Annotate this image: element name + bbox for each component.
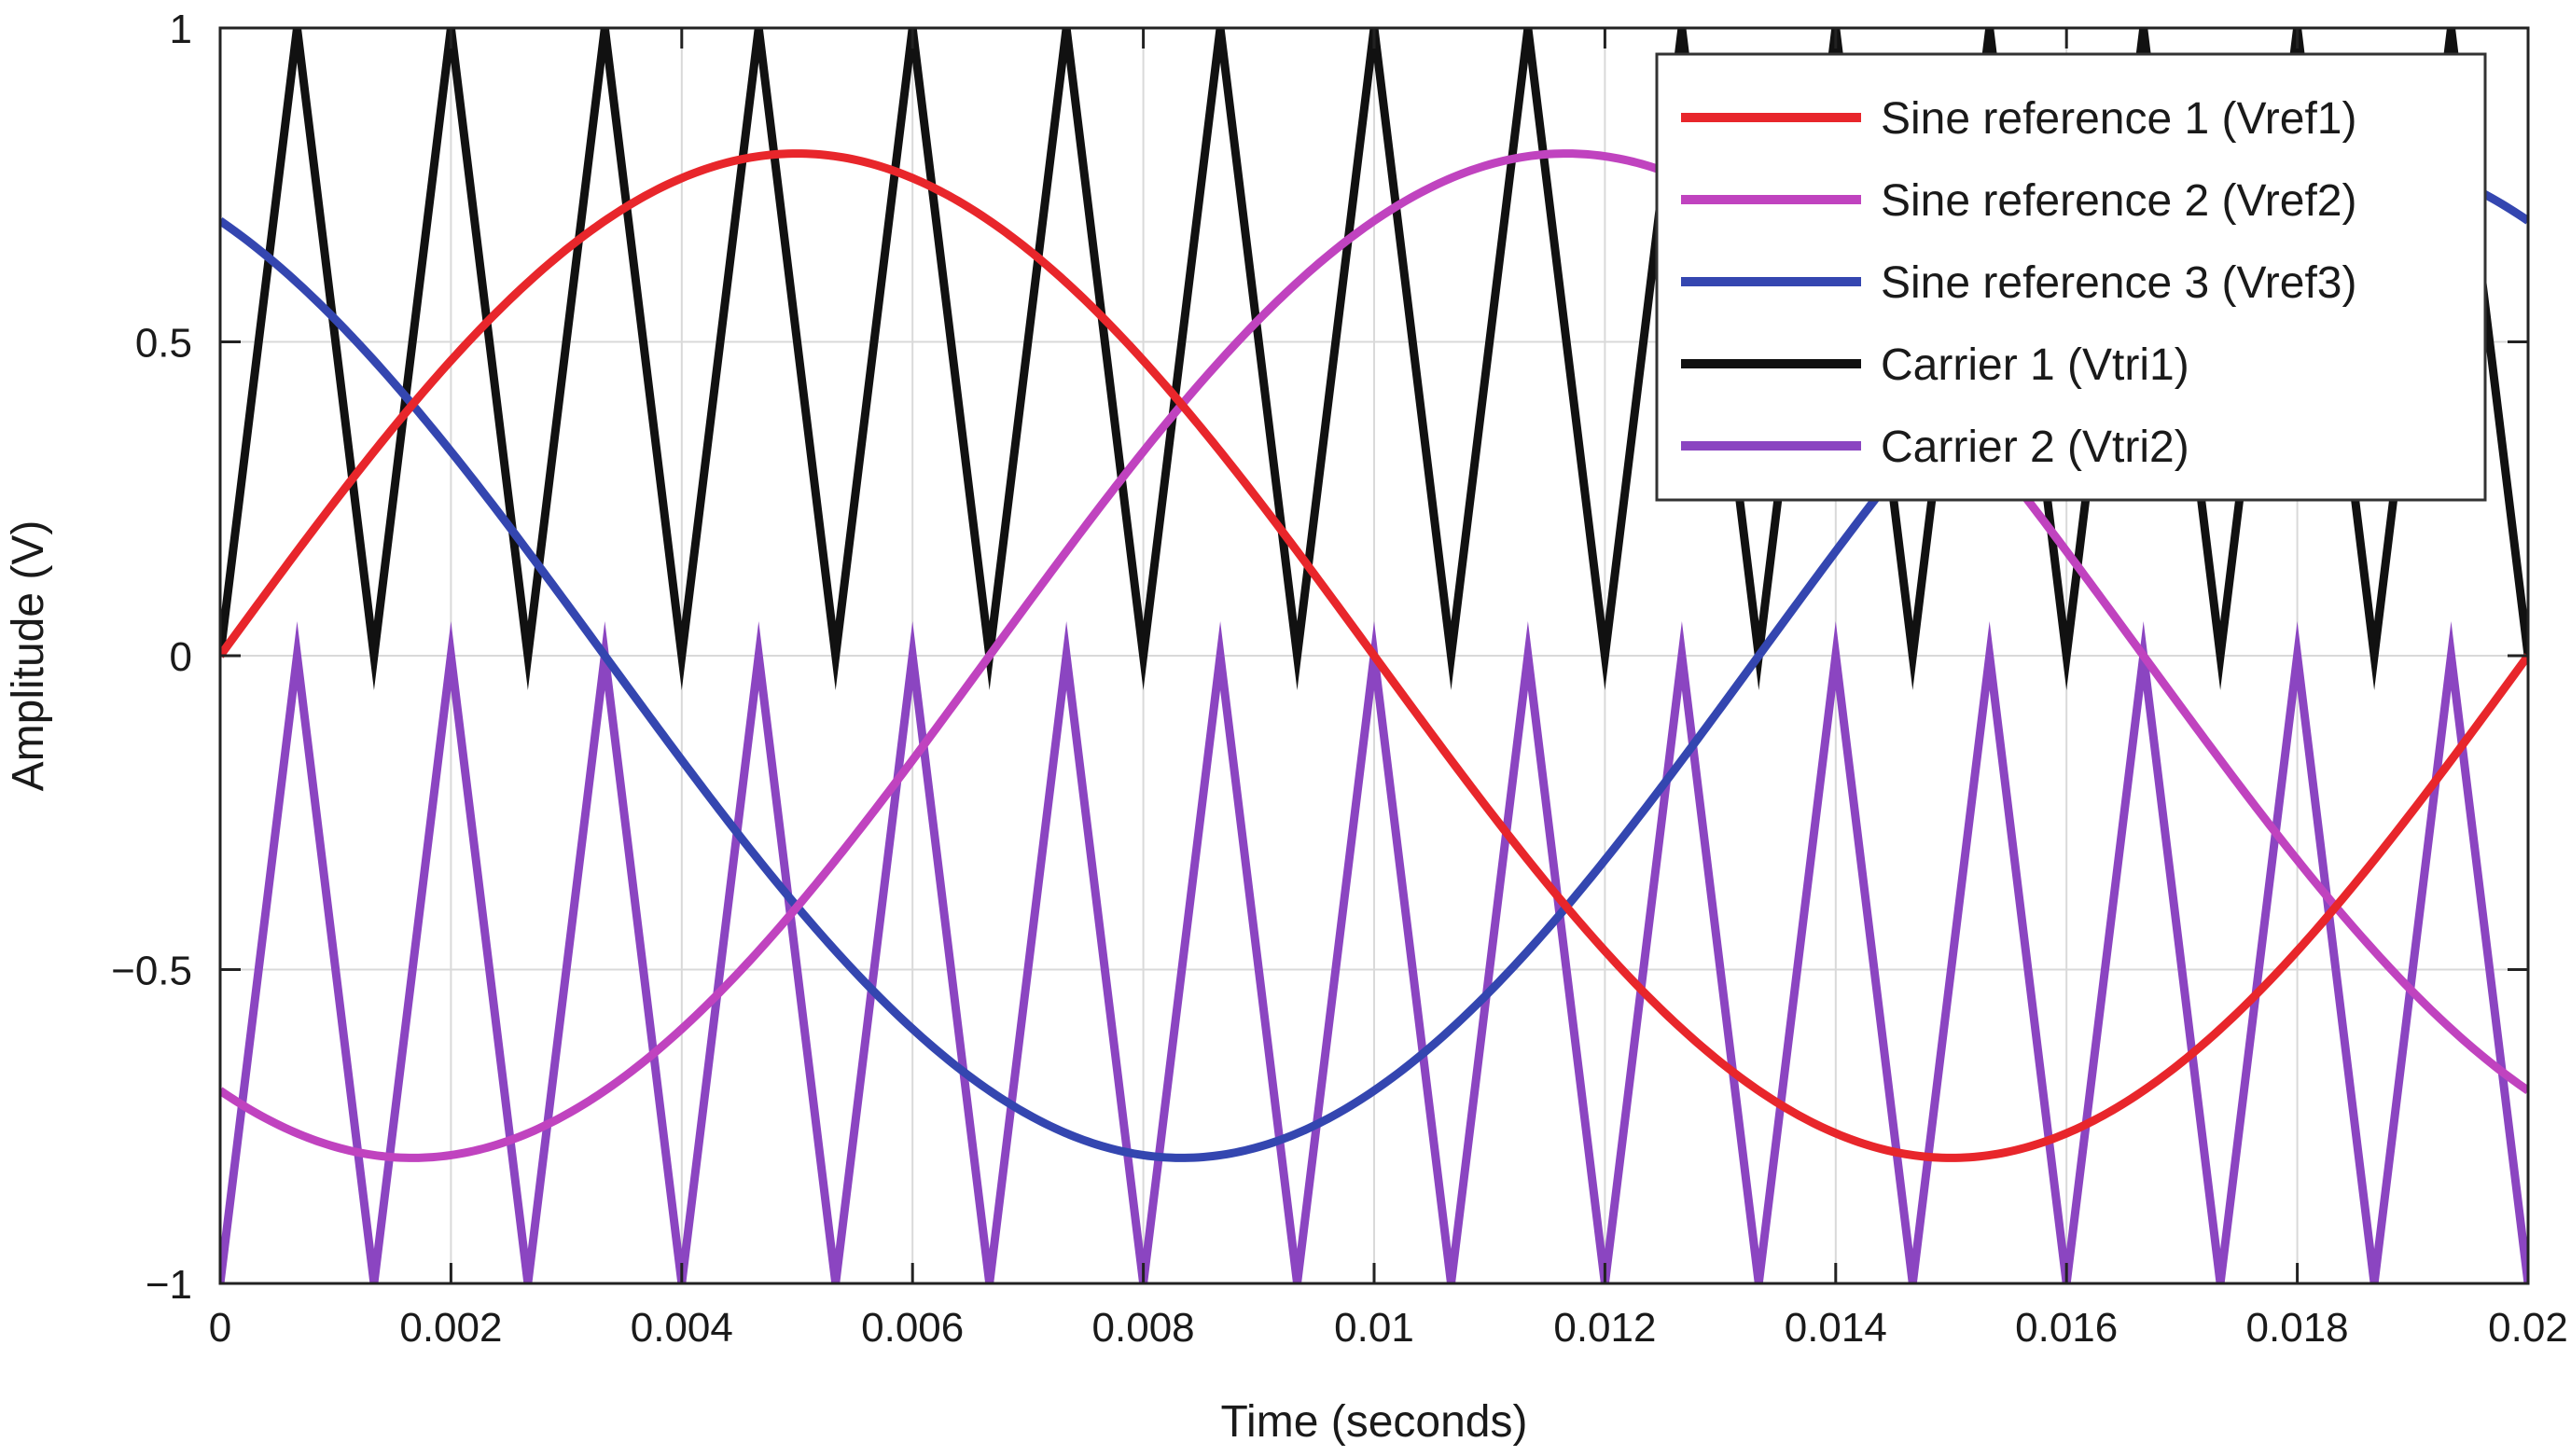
x-tick-label: 0.018 bbox=[2246, 1305, 2349, 1351]
legend-label: Carrier 2 (Vtri2) bbox=[1881, 423, 2189, 472]
y-tick-label: 1 bbox=[170, 7, 192, 52]
y-axis-title: Amplitude (V) bbox=[4, 520, 53, 792]
series-line-sine-reference-1-vref1 bbox=[220, 149, 2528, 1162]
x-axis-title: Time (seconds) bbox=[1221, 1397, 1528, 1447]
y-tick-label: 0 bbox=[170, 634, 192, 680]
y-tick-label: −0.5 bbox=[111, 949, 192, 994]
x-tick-label: 0.008 bbox=[1092, 1305, 1195, 1351]
x-tick-label: 0.016 bbox=[2015, 1305, 2118, 1351]
x-tick-label: 0.006 bbox=[861, 1305, 964, 1351]
legend-label: Carrier 1 (Vtri1) bbox=[1881, 340, 2189, 390]
x-tick-label: 0.002 bbox=[399, 1305, 502, 1351]
x-tick-label: 0.004 bbox=[631, 1305, 733, 1351]
y-tick-label: 0.5 bbox=[135, 321, 192, 367]
tick-labels: 0 0.002 0.004 0.006 0.008 0.01 0.012 0.014 0.016… bbox=[111, 7, 2568, 1351]
series-line-sine-reference-2-vref2 bbox=[220, 149, 2528, 1162]
x-tick-label: 0.014 bbox=[1785, 1305, 1887, 1351]
legend-label: Sine reference 1 (Vref1) bbox=[1881, 94, 2356, 144]
x-tick-label: 0 bbox=[209, 1305, 231, 1351]
tick-marks bbox=[218, 26, 2530, 1285]
legend-label: Sine reference 3 (Vref3) bbox=[1881, 258, 2356, 308]
x-tick-label: 0.02 bbox=[2488, 1305, 2568, 1351]
x-tick-label: 0.01 bbox=[1334, 1305, 1414, 1351]
legend-label: Sine reference 2 (Vref2) bbox=[1881, 176, 2356, 226]
x-tick-label: 0.012 bbox=[1553, 1305, 1656, 1351]
legend: Sine reference 1 (Vref1) Sine reference 2… bbox=[1655, 52, 2487, 502]
y-tick-label: −1 bbox=[146, 1262, 192, 1308]
